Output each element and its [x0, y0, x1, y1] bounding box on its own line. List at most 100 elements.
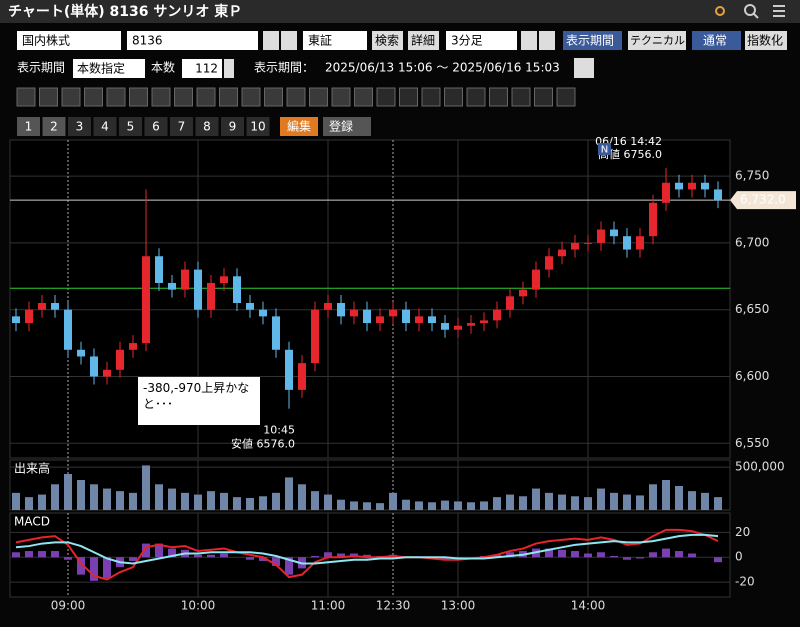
tab[interactable]	[195, 117, 219, 136]
register-button[interactable]	[323, 117, 371, 136]
title-icons[interactable]	[715, 4, 785, 19]
tool-button[interactable]	[466, 87, 486, 107]
reset-button[interactable]	[574, 58, 594, 78]
tool-button[interactable]	[421, 87, 441, 107]
button[interactable]	[692, 31, 741, 50]
low-label: 安値 6576.0	[231, 437, 295, 451]
technical-button[interactable]: テクニカル	[630, 34, 685, 47]
tool-button[interactable]	[196, 87, 216, 107]
candle-body	[272, 316, 280, 350]
tab-label[interactable]: 8	[203, 120, 211, 134]
search-button[interactable]: 検索	[375, 34, 399, 48]
tab-label[interactable]: 3	[76, 120, 84, 134]
edit-label[interactable]: 編集	[287, 119, 311, 134]
prev-button[interactable]	[521, 31, 537, 50]
tool-button[interactable]	[264, 87, 283, 107]
tool-button[interactable]	[354, 87, 373, 107]
tab[interactable]	[93, 117, 117, 136]
input[interactable]	[127, 31, 258, 50]
tab[interactable]	[246, 117, 270, 136]
tab[interactable]	[42, 117, 66, 136]
tab-label[interactable]: 4	[101, 120, 109, 134]
next-button[interactable]	[281, 31, 297, 50]
tab[interactable]	[170, 117, 193, 136]
spinner[interactable]	[224, 59, 234, 78]
range-label: 表示期間：	[254, 61, 314, 75]
tab[interactable]	[68, 117, 91, 136]
normal-button[interactable]: 通常	[703, 34, 727, 48]
candle-body	[558, 249, 566, 257]
tool-button[interactable]	[129, 87, 148, 107]
button[interactable]	[408, 31, 439, 50]
count-input[interactable]: 112	[195, 62, 218, 76]
tool-button[interactable]	[534, 87, 553, 107]
interval-select[interactable]: 3分足	[451, 34, 483, 48]
tool-button[interactable]	[106, 87, 126, 107]
volume-bar	[38, 494, 46, 510]
tab-label[interactable]: 6	[152, 120, 160, 134]
tab[interactable]	[221, 117, 244, 136]
detail-button[interactable]: 詳細	[411, 33, 435, 48]
tool-button[interactable]	[511, 87, 531, 107]
drawing-tools[interactable]	[16, 87, 576, 107]
volume-bar	[532, 488, 540, 510]
tab[interactable]	[144, 117, 168, 136]
button[interactable]	[745, 31, 787, 50]
tool-button[interactable]	[174, 87, 193, 107]
tool-button[interactable]	[286, 87, 306, 107]
tool-button[interactable]	[219, 87, 238, 107]
candle-body	[324, 303, 332, 310]
tool-button[interactable]	[376, 87, 396, 107]
tab-label[interactable]: 5	[127, 120, 135, 134]
tab-label[interactable]: 2	[50, 120, 58, 134]
volume-bar	[311, 491, 319, 510]
tool-button[interactable]	[84, 87, 103, 107]
prev-button[interactable]	[263, 31, 279, 50]
tool-button[interactable]	[556, 87, 576, 107]
input[interactable]	[182, 59, 222, 78]
tool-button[interactable]	[61, 87, 81, 107]
select[interactable]	[73, 59, 145, 78]
next-button[interactable]	[539, 31, 555, 50]
tool-button[interactable]	[444, 87, 463, 107]
tool-button[interactable]	[331, 87, 351, 107]
button[interactable]	[628, 31, 686, 50]
tab-label[interactable]: 9	[229, 120, 237, 134]
range-value: 2025/06/13 15:06 ～ 2025/06/16 15:03	[325, 61, 560, 75]
tool-button[interactable]	[16, 87, 36, 107]
market-select[interactable]: 国内株式	[22, 33, 70, 48]
tool-button[interactable]	[241, 87, 261, 107]
tool-button[interactable]	[489, 87, 508, 107]
macd-histogram	[77, 557, 85, 575]
select[interactable]	[446, 31, 517, 50]
macd-histogram	[558, 549, 566, 558]
edit-button[interactable]	[280, 117, 318, 136]
tool-button[interactable]	[39, 87, 58, 107]
tab[interactable]	[119, 117, 142, 136]
button[interactable]	[372, 31, 403, 50]
code-input[interactable]: 8136	[132, 34, 163, 48]
period-button[interactable]: 表示期間	[566, 34, 614, 48]
macd-histogram	[207, 554, 215, 558]
macd-histogram	[493, 554, 501, 558]
select[interactable]	[17, 31, 121, 50]
tab-label[interactable]: 1	[25, 120, 33, 134]
register-label[interactable]: 登録	[329, 119, 353, 134]
tab-label[interactable]: 7	[178, 120, 186, 134]
tab[interactable]	[17, 117, 40, 136]
tool-button[interactable]	[309, 87, 328, 107]
period-mode-select[interactable]: 本数指定	[77, 61, 125, 76]
candle-body	[480, 320, 488, 324]
candle-body	[584, 242, 592, 244]
button[interactable]	[563, 31, 622, 50]
volume-bar	[90, 484, 98, 510]
candle-body	[714, 189, 722, 201]
index-button[interactable]: 指数化	[747, 33, 783, 48]
candle-body	[25, 309, 33, 324]
volume-bar	[285, 477, 293, 510]
tool-button[interactable]	[151, 87, 171, 107]
select[interactable]	[303, 31, 367, 50]
exchange-select[interactable]: 東証	[308, 34, 332, 48]
tab-label[interactable]: 10	[250, 120, 265, 134]
tool-button[interactable]	[399, 87, 418, 107]
